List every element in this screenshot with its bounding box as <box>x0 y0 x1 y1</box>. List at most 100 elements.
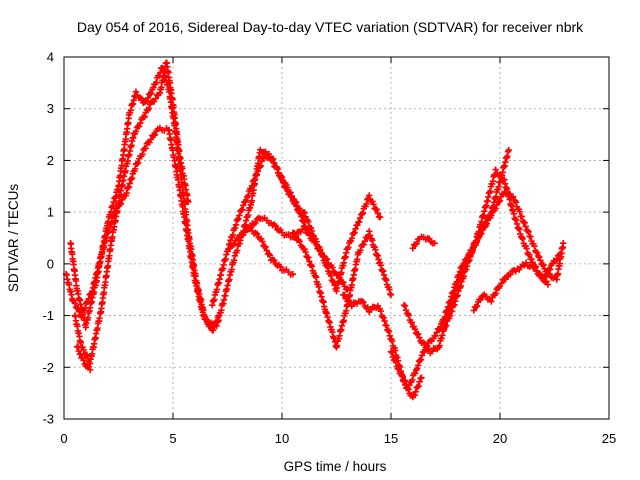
data-point <box>272 222 279 230</box>
data-point <box>241 229 248 236</box>
data-point <box>348 235 356 242</box>
data-point <box>239 206 246 213</box>
data-point <box>306 258 313 265</box>
x-axis-label: GPS time / hours <box>284 459 387 474</box>
series-arc-8 <box>246 224 297 278</box>
data-point <box>297 207 304 214</box>
data-point <box>324 263 331 271</box>
data-point <box>356 218 363 226</box>
data-point <box>526 251 533 259</box>
data-point <box>402 307 410 314</box>
data-point <box>152 95 159 102</box>
data-point <box>74 343 82 351</box>
data-point <box>313 238 320 245</box>
chart-title: Day 054 of 2016, Sidereal Day-to-day VTE… <box>77 19 584 35</box>
data-point <box>401 302 409 310</box>
data-point <box>288 192 296 200</box>
data-point <box>132 128 140 135</box>
data-point <box>147 136 155 143</box>
data-point <box>292 199 300 206</box>
y-tick-label: -3 <box>42 412 54 427</box>
data-point <box>230 241 238 248</box>
data-point <box>413 240 420 247</box>
x-tick-label: 10 <box>275 431 289 446</box>
data-point <box>440 327 447 335</box>
data-point <box>305 254 312 261</box>
data-point <box>431 239 438 247</box>
data-point <box>133 160 141 168</box>
data-point <box>305 218 312 225</box>
data-point <box>351 229 358 236</box>
data-point <box>85 295 92 302</box>
data-point <box>426 235 433 242</box>
data-point <box>521 219 528 226</box>
data-point <box>540 261 547 269</box>
data-point <box>209 327 217 334</box>
data-point <box>252 219 259 227</box>
data-point <box>358 211 366 218</box>
data-point <box>296 238 303 245</box>
data-point <box>387 291 395 299</box>
data-point <box>354 221 361 229</box>
data-point <box>253 230 261 238</box>
y-tick-label: 0 <box>47 256 54 271</box>
series-arc-11 <box>339 291 425 401</box>
data-point <box>389 353 397 360</box>
data-point <box>408 319 416 326</box>
data-point <box>392 358 400 366</box>
data-point <box>472 303 480 311</box>
data-point <box>316 244 323 251</box>
data-point <box>366 192 373 199</box>
data-point <box>369 198 376 205</box>
data-point <box>80 346 87 354</box>
data-point <box>527 233 534 240</box>
data-point <box>398 372 406 379</box>
data-point <box>546 266 554 273</box>
data-point <box>411 391 418 399</box>
data-point <box>488 298 495 305</box>
data-point <box>519 235 526 243</box>
data-point <box>373 206 381 213</box>
data-point <box>142 145 149 152</box>
data-point <box>553 256 560 264</box>
data-point <box>278 174 286 181</box>
data-point <box>415 382 422 390</box>
data-point <box>401 377 409 384</box>
data-point <box>560 239 567 247</box>
data-point <box>277 263 284 270</box>
data-point <box>381 317 388 325</box>
data-point <box>502 275 510 283</box>
data-point <box>316 247 324 255</box>
data-point <box>473 302 481 310</box>
series-arc-15 <box>470 250 565 314</box>
data-point <box>141 113 148 120</box>
series-arc-1 <box>62 124 222 334</box>
data-point <box>498 280 505 287</box>
data-point <box>380 314 387 321</box>
data-point <box>274 166 281 173</box>
data-point <box>492 290 499 297</box>
data-point <box>405 386 412 393</box>
data-point <box>263 247 270 254</box>
y-axis-label: SDTVAR / TECUs <box>6 184 21 293</box>
data-point <box>144 94 152 102</box>
data-point <box>153 79 160 86</box>
data-point <box>537 257 544 264</box>
data-point <box>148 90 155 97</box>
data-point <box>300 222 307 230</box>
data-point <box>522 223 529 230</box>
data-point <box>534 249 541 256</box>
data-point <box>341 291 348 299</box>
data-point <box>240 202 247 209</box>
data-point <box>388 349 396 356</box>
data-point <box>145 105 153 112</box>
data-point <box>80 357 87 364</box>
data-point <box>507 271 514 278</box>
data-point <box>323 256 331 263</box>
data-point <box>495 198 503 205</box>
data-point <box>523 245 530 252</box>
y-tick-label: -2 <box>42 360 54 375</box>
data-point <box>265 250 273 258</box>
data-point <box>522 259 530 266</box>
